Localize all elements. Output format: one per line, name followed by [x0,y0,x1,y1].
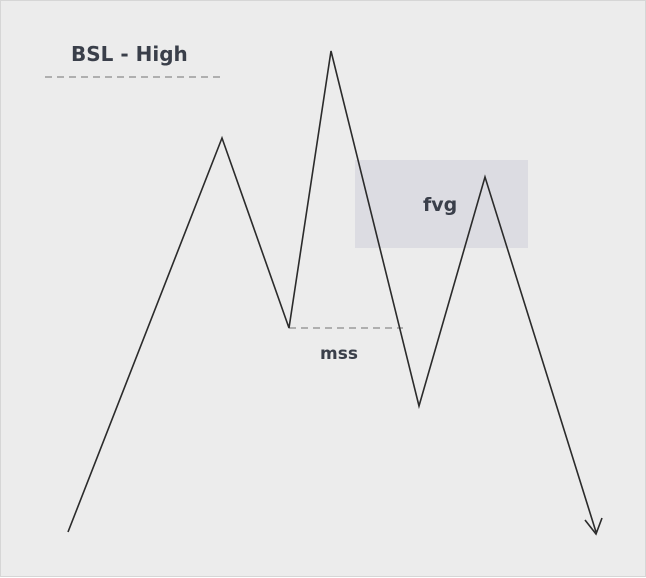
mss-label: mss [320,344,358,364]
bsl-high-label: BSL - High [71,42,188,66]
fvg-label: fvg [423,194,457,216]
fvg-zone [355,160,528,248]
arrow-head-icon [584,517,603,536]
price-path [67,50,597,533]
